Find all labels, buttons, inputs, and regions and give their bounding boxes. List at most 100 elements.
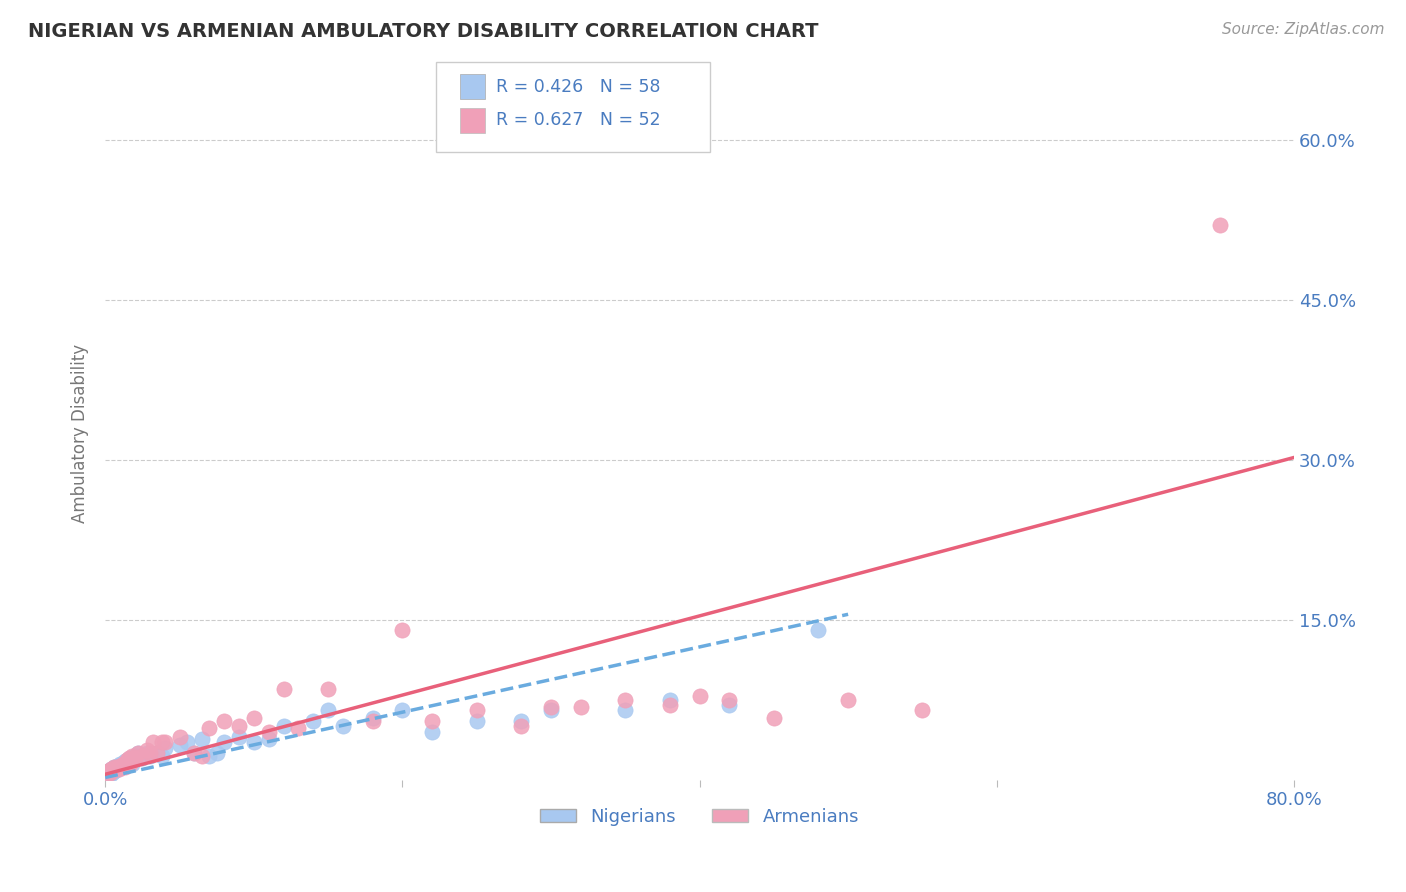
Point xyxy=(135,746,157,760)
Point xyxy=(101,765,124,780)
Point xyxy=(176,735,198,749)
Point xyxy=(115,756,138,771)
Text: R = 0.627   N = 52: R = 0.627 N = 52 xyxy=(496,112,661,129)
Point xyxy=(191,749,214,764)
Point xyxy=(316,703,339,717)
Point xyxy=(911,703,934,717)
Point xyxy=(131,751,153,765)
Point xyxy=(100,762,122,776)
Point xyxy=(107,762,129,776)
Point xyxy=(105,760,128,774)
Point xyxy=(191,732,214,747)
Point xyxy=(183,746,205,760)
Point xyxy=(228,719,250,733)
Point xyxy=(762,711,785,725)
Point xyxy=(510,719,533,733)
Point xyxy=(96,769,118,783)
Point xyxy=(169,730,191,744)
Point xyxy=(146,746,169,760)
Point xyxy=(112,756,135,770)
Point xyxy=(302,714,325,728)
Point xyxy=(273,681,295,696)
Point xyxy=(153,740,176,755)
Point xyxy=(212,735,235,749)
Point xyxy=(117,753,139,767)
Point xyxy=(228,730,250,744)
Point xyxy=(1208,218,1230,232)
Point xyxy=(316,681,339,696)
Point xyxy=(118,751,141,765)
Point xyxy=(131,749,153,764)
Point xyxy=(807,624,830,638)
Point xyxy=(569,700,592,714)
Point xyxy=(153,735,176,749)
Point xyxy=(614,692,637,706)
Point xyxy=(124,751,146,765)
Point xyxy=(98,764,121,778)
Text: NIGERIAN VS ARMENIAN AMBULATORY DISABILITY CORRELATION CHART: NIGERIAN VS ARMENIAN AMBULATORY DISABILI… xyxy=(28,22,818,41)
Point xyxy=(391,624,413,638)
Point xyxy=(273,719,295,733)
Point xyxy=(198,722,221,736)
Point xyxy=(169,739,191,753)
Point xyxy=(104,763,127,777)
Point xyxy=(689,690,711,704)
Point xyxy=(107,760,129,774)
Point xyxy=(101,762,124,776)
Point xyxy=(205,746,228,760)
Point xyxy=(142,735,165,749)
Point xyxy=(150,735,173,749)
Point xyxy=(287,722,309,736)
Point xyxy=(540,703,562,717)
Point xyxy=(103,760,125,774)
Point xyxy=(105,758,128,772)
Point xyxy=(114,755,136,769)
Point xyxy=(243,711,266,725)
Legend: Nigerians, Armenians: Nigerians, Armenians xyxy=(533,800,866,833)
Point xyxy=(100,767,122,781)
Point xyxy=(658,692,681,706)
Point xyxy=(257,732,280,747)
Point xyxy=(150,749,173,764)
Point xyxy=(110,760,132,774)
Point xyxy=(124,749,146,764)
Point xyxy=(361,711,384,725)
Point xyxy=(540,700,562,714)
Point xyxy=(110,757,132,772)
Point xyxy=(183,746,205,760)
Point xyxy=(465,703,488,717)
Point xyxy=(146,746,169,760)
Point xyxy=(257,724,280,739)
Point xyxy=(120,756,142,771)
Point xyxy=(103,760,125,774)
Point xyxy=(104,762,127,776)
Point xyxy=(96,767,118,781)
Point xyxy=(127,746,149,760)
Y-axis label: Ambulatory Disability: Ambulatory Disability xyxy=(72,343,89,523)
Point xyxy=(97,765,120,780)
Point xyxy=(510,714,533,728)
Point xyxy=(139,749,162,764)
Point xyxy=(103,764,125,778)
Point xyxy=(105,762,128,776)
Point xyxy=(332,719,354,733)
Point xyxy=(718,698,741,712)
Point xyxy=(243,735,266,749)
Point xyxy=(135,743,157,757)
Text: R = 0.426   N = 58: R = 0.426 N = 58 xyxy=(496,78,661,95)
Point xyxy=(118,752,141,766)
Point xyxy=(718,692,741,706)
Point xyxy=(112,756,135,771)
Point xyxy=(420,714,443,728)
Point xyxy=(108,758,131,772)
Point xyxy=(108,758,131,772)
Point xyxy=(361,714,384,728)
Point xyxy=(104,762,127,776)
Point xyxy=(121,756,143,771)
Point xyxy=(127,746,149,760)
Point xyxy=(658,698,681,712)
Point xyxy=(108,756,131,771)
Point xyxy=(391,703,413,717)
Point xyxy=(117,753,139,767)
Point xyxy=(101,763,124,777)
